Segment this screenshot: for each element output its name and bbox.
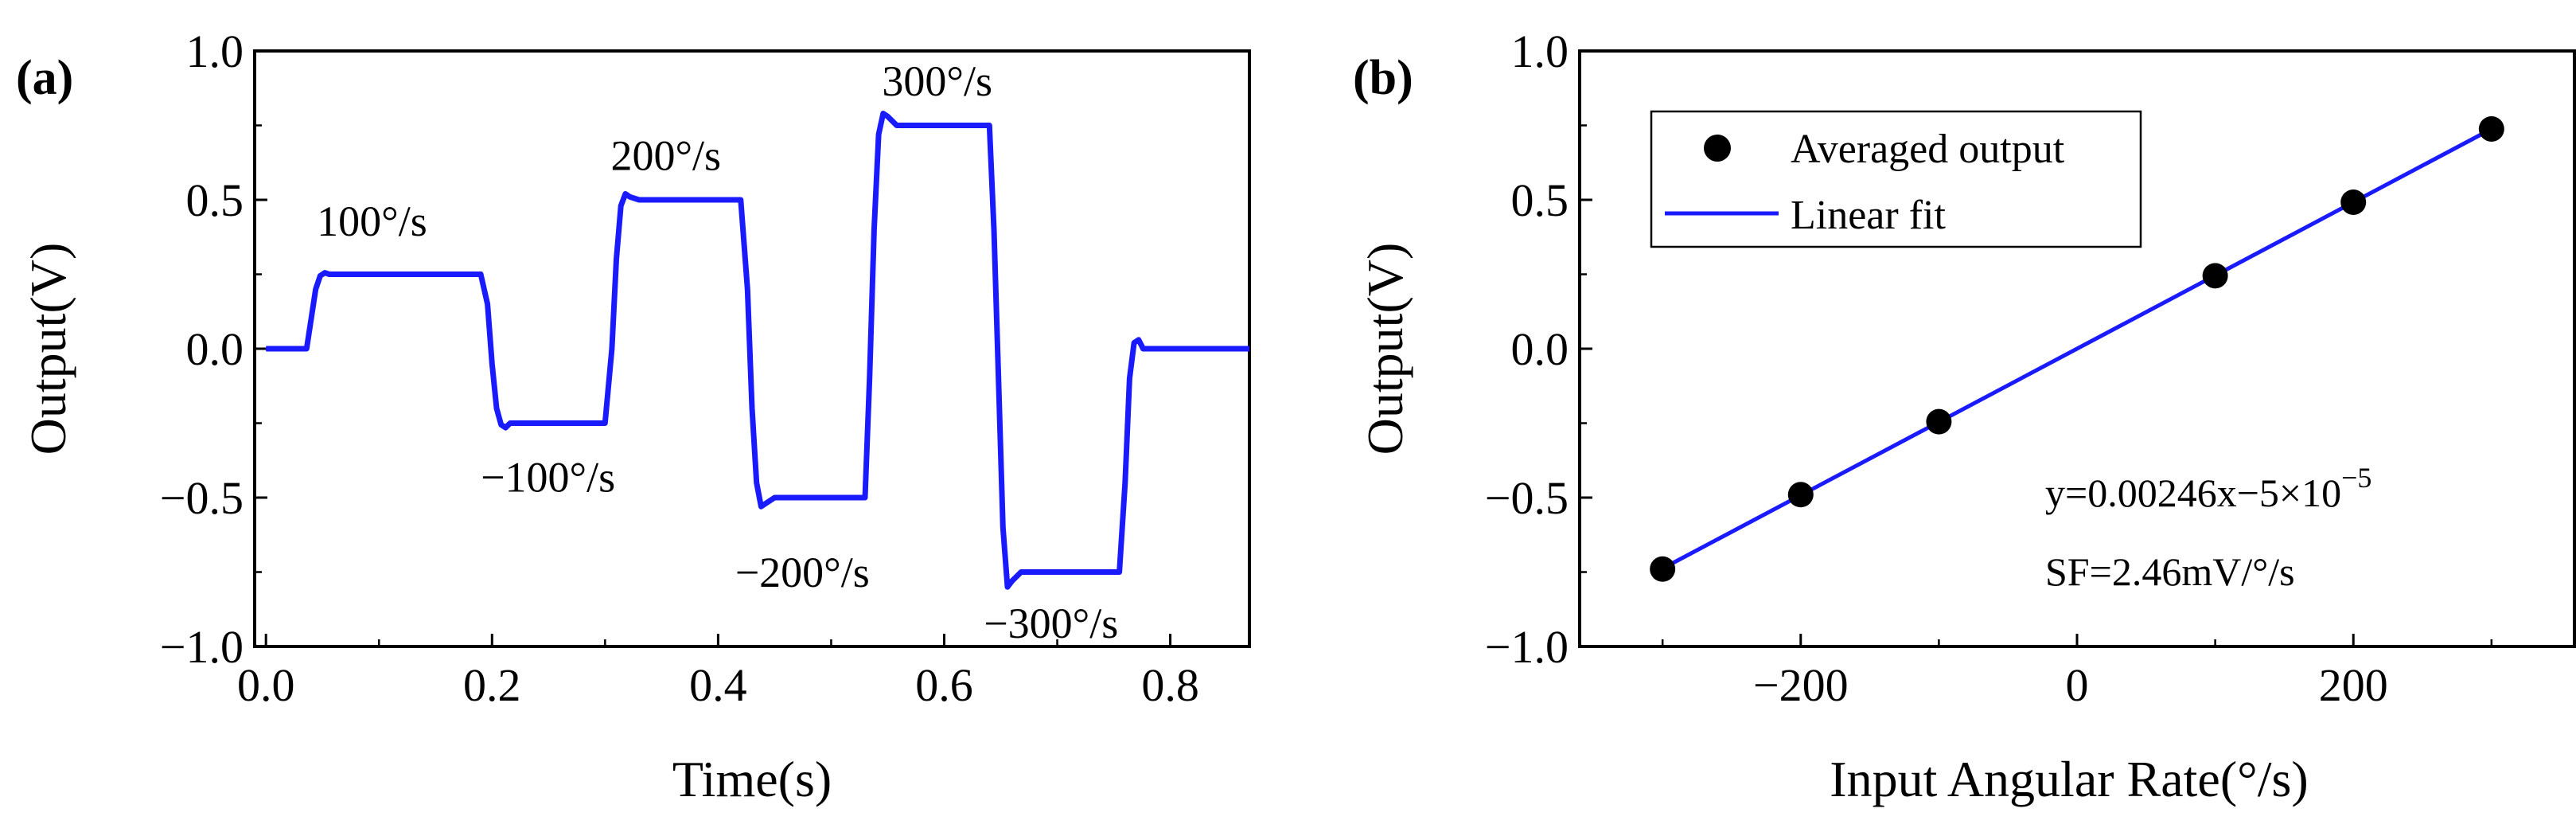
- annotation-200: 200°/s: [610, 132, 721, 180]
- legend-scatter-marker: [1704, 135, 1731, 162]
- panel-b-label: (b): [1353, 51, 1413, 105]
- panel-a-x-tick-label: 0.6: [915, 659, 973, 711]
- panel-b-x-tick-label: 0: [2066, 659, 2089, 711]
- panel-b-y-tick-label: 0.5: [1511, 174, 1569, 226]
- panel-a-y-tick-label: −0.5: [160, 472, 244, 524]
- panel-a-x-tick-label: 0.2: [463, 659, 521, 711]
- panel-a-x-tick-label: 0.8: [1141, 659, 1199, 711]
- panel-a-y-tick-label: 0.0: [186, 323, 244, 375]
- annotation-300: 300°/s: [882, 57, 992, 105]
- panel-a-x-axis-label: Time(s): [672, 751, 832, 807]
- panel-b-ticks: [1580, 49, 2493, 648]
- panel-b-x-axis-label: Input Angular Rate(°/s): [1830, 751, 2308, 807]
- panel-b-x-tick-labels: −200 0 200: [1753, 659, 2388, 711]
- panel-a-x-tick-labels: 0.0 0.2 0.4 0.6 0.8: [237, 659, 1199, 711]
- panel-a-y-tick-label: 0.5: [186, 174, 244, 226]
- panel-a-y-tick-label: 1.0: [186, 25, 244, 77]
- panel-b-x-tick-label: −200: [1753, 659, 1849, 711]
- scale-factor-text: SF=2.46mV/°/s: [2045, 549, 2295, 594]
- panel-a-y-tick-labels: −1.0 −0.5 0.0 0.5 1.0: [160, 25, 244, 673]
- fit-equation: y=0.00246x−5×10−5: [2045, 462, 2371, 515]
- panel-a-ticks: [255, 49, 1172, 648]
- averaged-output-point: [1926, 408, 1952, 435]
- annotation-minus-100: −100°/s: [481, 454, 615, 502]
- panel-a-y-tick-label: −1.0: [160, 621, 244, 673]
- panel-b-y-tick-label: 0.0: [1511, 323, 1569, 375]
- averaged-output-points: [1650, 115, 2504, 582]
- legend-entry-averaged-output: Averaged output: [1791, 127, 2065, 172]
- panel-b-y-tick-labels: −1.0 −0.5 0.0 0.5 1.0: [1485, 25, 1569, 673]
- annotation-minus-200: −200°/s: [735, 549, 870, 596]
- averaged-output-point: [2478, 115, 2504, 142]
- panel-b-y-axis-label: Output(V): [1357, 243, 1413, 455]
- panel-b: (b) −1.0 −0.5 0.0 0.5 1.0 −200 0 200 Inp…: [1353, 25, 2576, 807]
- panel-b-y-tick-label: 1.0: [1511, 25, 1569, 77]
- panel-b-x-tick-label: 200: [2319, 659, 2388, 711]
- legend: Averaged output Linear fit: [1650, 110, 2142, 248]
- panel-a-label: (a): [16, 51, 73, 105]
- averaged-output-point: [1787, 482, 1814, 508]
- annotation-minus-300: −300°/s: [984, 600, 1118, 647]
- panel-b-y-tick-label: −1.0: [1485, 621, 1569, 673]
- panel-a-x-tick-label: 0.0: [237, 659, 295, 711]
- fit-equation-exponent: −5: [2341, 462, 2371, 494]
- panel-b-y-tick-label: −0.5: [1485, 472, 1569, 524]
- averaged-output-point: [1650, 556, 1676, 582]
- panel-a: (a) −1.0 −0.5 0.0 0.5 1.0 0.0 0.2 0.4 0.…: [16, 25, 1251, 807]
- annotation-100: 100°/s: [317, 197, 427, 245]
- panel-a-x-tick-label: 0.4: [689, 659, 747, 711]
- fit-equation-main: y=0.00246x−5×10: [2045, 471, 2341, 515]
- averaged-output-point: [2202, 263, 2228, 289]
- legend-entry-linear-fit: Linear fit: [1791, 193, 1946, 238]
- averaged-output-point: [2340, 189, 2367, 215]
- panel-a-output-line: [266, 111, 1249, 590]
- panel-a-annotations: 100°/s −100°/s 200°/s −200°/s 300°/s −30…: [317, 57, 1118, 647]
- legend-box: [1650, 110, 2142, 248]
- panel-a-y-axis-label: Output(V): [20, 243, 76, 455]
